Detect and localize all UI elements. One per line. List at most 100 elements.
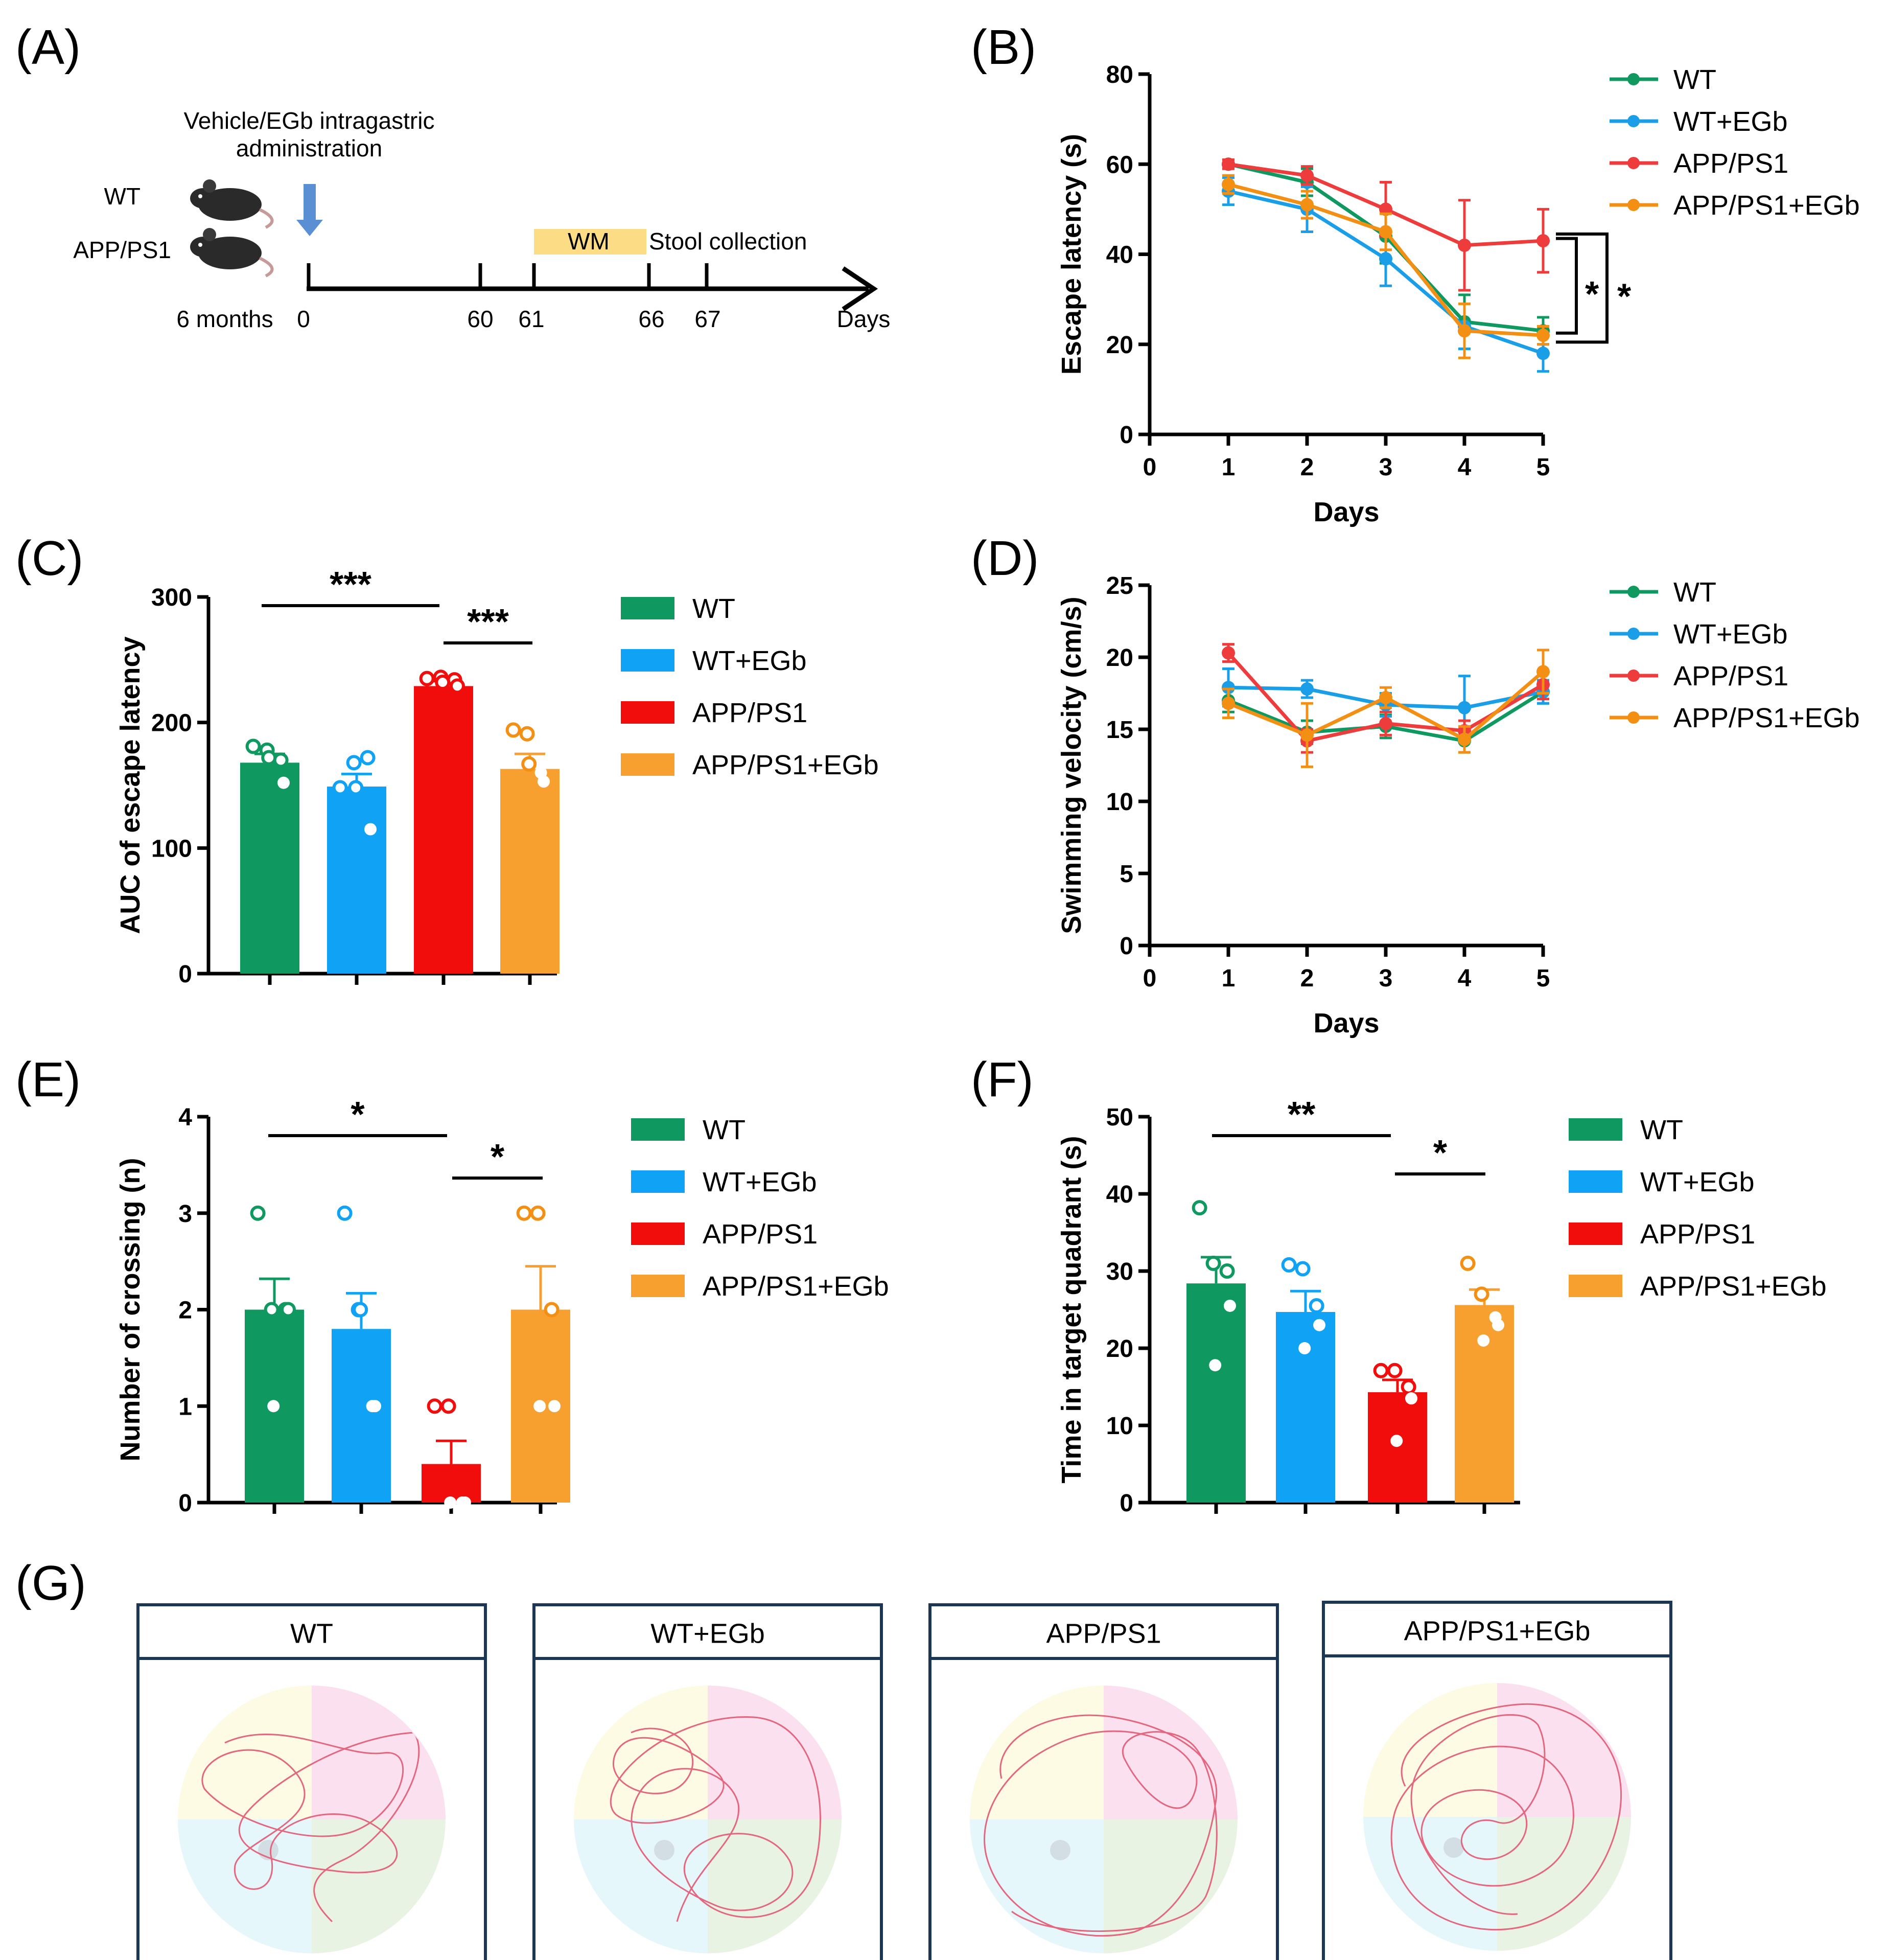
chartB-sig-bracket [1556, 237, 1578, 335]
chartC-data-point [505, 722, 521, 738]
chartE-legend-swatch [631, 1223, 685, 1245]
chartE-legend-label: APP/PS1 [703, 1219, 818, 1250]
chartE-legend-label: WT [703, 1115, 746, 1145]
swim-path [1390, 1703, 1622, 1931]
chartF-y-tick-label: 0 [1120, 1490, 1133, 1517]
chartF-y-tick-label: 10 [1106, 1413, 1133, 1440]
chartF-legend-swatch [1569, 1118, 1622, 1141]
chartD-data-point [1300, 728, 1314, 742]
swim-tracks-panel: WT WT+EGb APP/PS1 APP/PS1+EGb [136, 1601, 1672, 1960]
chartE-sig-label: * [351, 1094, 365, 1134]
chartD-legend-marker [1627, 670, 1640, 682]
chartB-data-point [1536, 234, 1550, 248]
chartE-legend-swatch [631, 1118, 685, 1141]
chartF-legend-swatch [1569, 1170, 1622, 1193]
chartE-data-point [544, 1302, 560, 1318]
track-title-box [136, 1603, 487, 1660]
timeline-arrowhead [842, 266, 878, 311]
swim-path [201, 1732, 420, 1923]
chartC-legend-label: APP/PS1 [692, 698, 807, 728]
platform-marker [1050, 1840, 1070, 1860]
quadrant-nw [574, 1686, 708, 1819]
mouse-icon [190, 179, 274, 229]
chartB-data-point [1222, 157, 1235, 171]
tick-label: 0 [297, 306, 310, 332]
chartD-data-point [1222, 646, 1235, 660]
chartC-data-point [273, 752, 289, 768]
chartF-data-point [1390, 1435, 1403, 1447]
chartC-data-point [450, 678, 465, 694]
tick-label: 66 [638, 306, 664, 332]
pool-arena [574, 1686, 842, 1953]
chartE-legend-swatch [631, 1170, 685, 1193]
chartC-sig-label: *** [330, 564, 371, 604]
chartC-data-point [538, 775, 550, 788]
chartD-data-point [1458, 701, 1471, 714]
chartC-data-point [261, 750, 277, 766]
chartF-legend-label: APP/PS1+EGb [1640, 1271, 1827, 1302]
axis-end-label: Days [837, 306, 891, 332]
chartF-data-point [1281, 1257, 1297, 1273]
chartF-sig-label: * [1433, 1133, 1448, 1172]
panel-label-f: (F) [971, 1052, 1034, 1107]
chartF-y-tick-label: 50 [1106, 1104, 1133, 1131]
chartD-data-point [1458, 732, 1471, 746]
chartB-x-axis-title: Days [1313, 497, 1379, 527]
chartB-data-point [1379, 252, 1392, 266]
chartE-data-point [548, 1400, 561, 1413]
chartD-x-tick-label: 2 [1300, 965, 1314, 992]
chartB-x-tick-label: 2 [1300, 454, 1314, 481]
chartC-bar [240, 763, 299, 974]
chartB-legend-label: APP/PS1+EGb [1673, 190, 1860, 221]
chartC-legend-swatch [621, 701, 674, 724]
chartF-data-point [1209, 1359, 1222, 1372]
chartE-data-point [444, 1496, 457, 1509]
chartD-y-tick-label: 10 [1106, 789, 1133, 816]
chartB-data-point [1458, 238, 1471, 252]
chartE-data-point [516, 1205, 532, 1221]
group-wt-label: WT [104, 183, 141, 210]
chartC-legend-label: WT [692, 593, 735, 624]
timeline-panel: Vehicle/EGb intragastric administration … [73, 107, 890, 332]
chartC-data-point [332, 780, 348, 796]
chartC-sig-label: *** [467, 602, 509, 641]
panel-label-g: (G) [15, 1556, 86, 1610]
chartB-x-tick-label: 1 [1222, 454, 1236, 481]
chartC-y-tick-label: 0 [178, 961, 192, 988]
quadrant-se [708, 1819, 842, 1953]
chartE-y-tick-label: 3 [178, 1201, 192, 1228]
chartF-bar [1368, 1392, 1427, 1503]
chartB-x-tick-label: 0 [1143, 454, 1157, 481]
chartF-y-tick-label: 20 [1106, 1335, 1133, 1363]
chartD-y-tick-label: 25 [1106, 572, 1133, 599]
chartE-data-point [440, 1398, 456, 1414]
track-title: WT+EGb [650, 1619, 765, 1649]
chartE-data-point [281, 1302, 296, 1318]
chartB-sig-bracket [1556, 232, 1609, 344]
chartD-legend-label: WT+EGb [1673, 619, 1788, 650]
chartE-legend-label: WT+EGb [703, 1167, 817, 1197]
chartF-data-point [1460, 1255, 1476, 1271]
quadrant-sw [1363, 1817, 1497, 1951]
chartD-x-tick-label: 4 [1458, 965, 1472, 992]
chartE-data-point [459, 1496, 471, 1509]
chartF-legend-label: APP/PS1 [1640, 1219, 1755, 1250]
chartE-y-tick-label: 2 [178, 1297, 192, 1324]
swim-path [984, 1714, 1218, 1937]
chartF-data-point [1224, 1299, 1236, 1312]
chartD-data-point [1379, 717, 1392, 730]
quadrant-nw [178, 1686, 312, 1819]
chartF-data-point [1405, 1392, 1417, 1405]
chartE-y-tick-label: 0 [178, 1490, 192, 1517]
chartB-sig-label: * [1617, 276, 1632, 316]
chartE-legend-swatch [631, 1275, 685, 1297]
chartF-data-point [1492, 1319, 1504, 1331]
quadrant-se [1497, 1817, 1631, 1951]
chartC-legend-swatch [621, 649, 674, 672]
chartF-y-tick-label: 40 [1106, 1181, 1133, 1208]
chartF-data-point [1205, 1255, 1221, 1271]
chartC-bar [414, 686, 473, 974]
chartB-x-tick-label: 5 [1536, 454, 1550, 481]
